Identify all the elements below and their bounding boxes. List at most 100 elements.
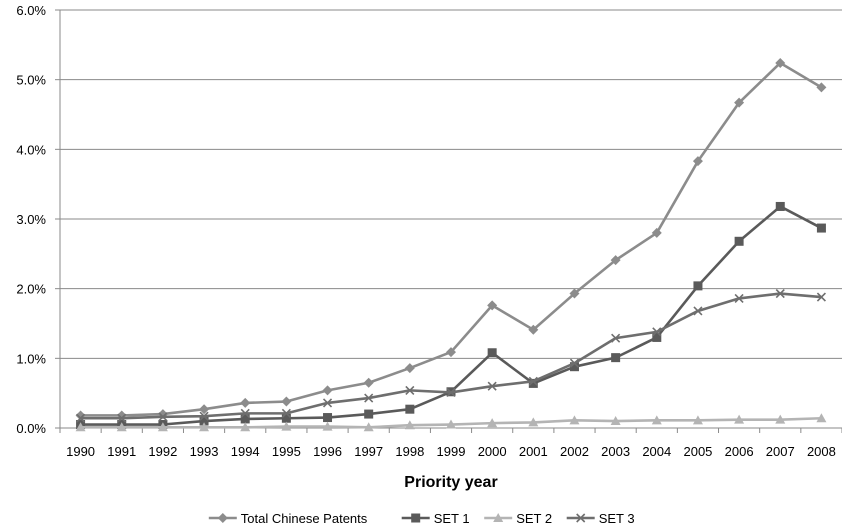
data-point	[117, 413, 127, 423]
data-point	[816, 223, 826, 233]
data-point	[734, 97, 745, 108]
data-point	[240, 422, 251, 432]
legend-label: Total Chinese Patents	[241, 511, 368, 526]
data-point	[240, 408, 250, 418]
series-3	[76, 288, 826, 423]
data-point	[528, 378, 538, 388]
y-tick-label: 5.0%	[16, 73, 46, 88]
x-tick-label: 1992	[148, 444, 177, 459]
data-point	[199, 422, 210, 432]
axes	[55, 9, 842, 433]
data-point	[651, 415, 662, 425]
legend-label: SET 3	[599, 511, 635, 526]
data-point	[487, 381, 497, 391]
data-point	[446, 347, 456, 358]
data-point	[487, 418, 498, 428]
data-point	[240, 397, 251, 408]
y-tick-label: 2.0%	[16, 282, 46, 297]
x-tick-label: 2008	[807, 444, 836, 459]
legend-item: Total Chinese Patents	[208, 511, 368, 526]
data-point	[816, 82, 827, 93]
x-tick-label: 1993	[190, 444, 219, 459]
data-point	[281, 413, 291, 423]
data-point	[693, 281, 703, 291]
data-point	[199, 404, 210, 415]
data-point	[405, 385, 415, 395]
data-point	[652, 327, 662, 337]
series-2	[75, 413, 827, 432]
data-point	[651, 227, 662, 238]
x-tick-label: 2006	[725, 444, 754, 459]
data-point	[734, 236, 744, 246]
gridlines	[60, 9, 842, 429]
x-tick-label: 1995	[272, 444, 301, 459]
x-tick-label: 1998	[395, 444, 424, 459]
x-axis-title: Priority year	[404, 474, 497, 491]
data-point	[75, 422, 86, 432]
data-point	[364, 409, 374, 419]
data-point	[611, 353, 621, 363]
y-tick-label: 1.0%	[16, 351, 46, 366]
data-point	[116, 422, 127, 432]
data-point	[775, 288, 785, 299]
data-point	[487, 348, 497, 358]
y-tick-label: 0.0%	[16, 421, 46, 436]
legend-item: SET 3	[566, 511, 635, 526]
y-tick-label: 4.0%	[16, 142, 46, 157]
data-point	[199, 416, 209, 426]
x-tick-label: 2005	[683, 444, 712, 459]
data-point	[816, 413, 827, 423]
legend-marker	[576, 513, 586, 523]
data-point	[281, 396, 292, 407]
data-point	[446, 419, 456, 429]
data-point	[611, 333, 621, 343]
data-point	[322, 385, 333, 396]
data-point	[692, 156, 703, 167]
data-point	[775, 57, 786, 68]
data-point	[404, 363, 415, 374]
legend-item: SET 2	[484, 511, 552, 526]
data-point	[157, 422, 168, 432]
data-point	[446, 387, 456, 398]
data-point	[775, 414, 786, 424]
legend-marker	[493, 513, 504, 522]
x-tick-label: 1997	[354, 444, 383, 459]
data-point	[323, 413, 333, 423]
data-point	[652, 332, 662, 342]
data-point	[816, 292, 826, 302]
legend: Total Chinese Patents SET 1 SET 2 SET 3	[208, 511, 635, 526]
data-point	[610, 255, 621, 266]
data-point	[281, 408, 291, 418]
x-tick-label: 2004	[642, 444, 671, 459]
data-point	[569, 288, 580, 299]
data-point	[734, 414, 745, 424]
data-point	[528, 417, 539, 427]
data-point	[528, 324, 539, 335]
data-point	[487, 300, 498, 311]
legend-item: SET 1	[401, 511, 470, 526]
data-point	[693, 306, 703, 316]
data-point	[528, 376, 538, 386]
x-tick-label: 1990	[66, 444, 95, 459]
data-point	[775, 201, 785, 211]
x-tick-label: 2007	[766, 444, 795, 459]
data-point	[610, 416, 621, 426]
legend-marker	[217, 513, 228, 523]
data-point	[364, 393, 374, 403]
x-tick-label: 1999	[437, 444, 466, 459]
legend-label: SET 1	[434, 511, 470, 526]
y-tick-label: 3.0%	[16, 212, 46, 227]
y-tick-label: 6.0%	[16, 3, 46, 18]
series-lines	[75, 57, 827, 432]
data-point	[569, 415, 580, 425]
tick-labels: 0.0% 1.0% 2.0% 3.0% 4.0% 5.0% 6.0% 1990 1991 1992…	[16, 3, 836, 459]
data-point	[692, 415, 703, 425]
x-tick-label: 1994	[231, 444, 260, 459]
data-point	[734, 293, 744, 303]
data-point	[569, 362, 579, 372]
data-point	[363, 377, 374, 388]
data-point	[240, 414, 250, 424]
series-1	[76, 201, 826, 430]
data-point	[76, 413, 86, 423]
legend-label: SET 2	[516, 511, 552, 526]
